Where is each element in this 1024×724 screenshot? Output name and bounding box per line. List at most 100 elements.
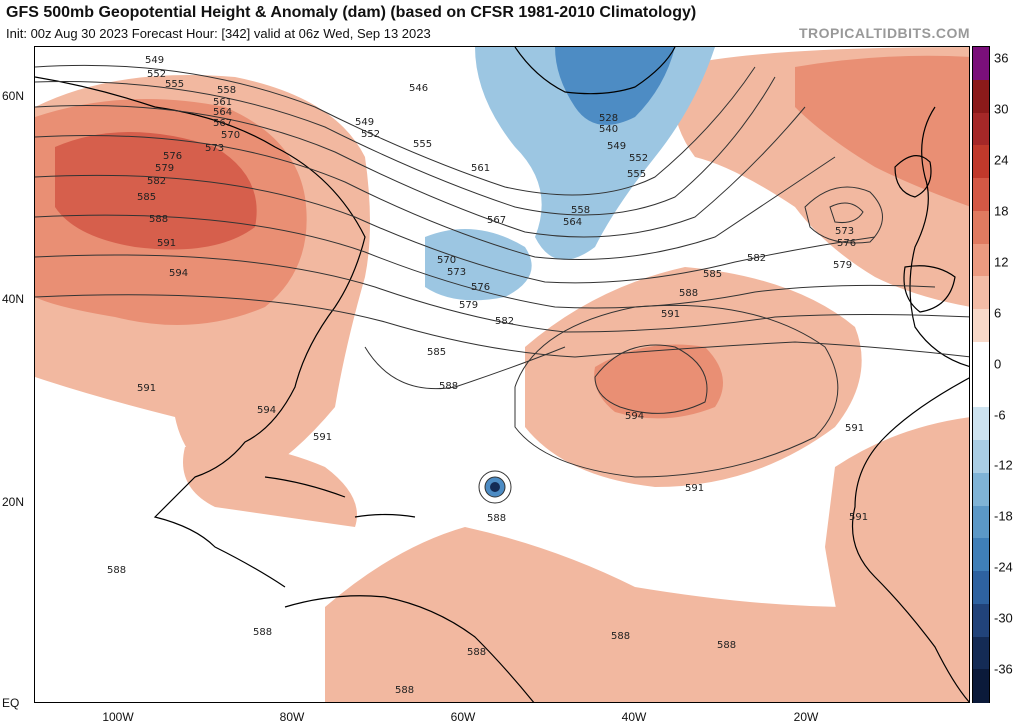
contour-label: 576	[471, 282, 490, 293]
warm-anomaly-strong-europe	[795, 55, 969, 207]
colorbar-segment	[973, 538, 989, 572]
coastlines	[35, 47, 969, 702]
colorbar-label: -24	[994, 559, 1013, 575]
map-subtitle: Init: 00z Aug 30 2023 Forecast Hour: [34…	[6, 26, 431, 41]
lat-label-60n: 60N	[2, 89, 25, 103]
contour-label: 591	[849, 512, 868, 523]
anomaly-colorbar	[972, 46, 990, 703]
map-panel: 549 552 555 558 561 564 567 570 573 576 …	[34, 46, 970, 703]
colorbar-segment	[973, 669, 989, 703]
contour-label: 579	[833, 260, 852, 271]
contour-label: 552	[629, 153, 648, 164]
tropical-cyclone	[478, 470, 512, 504]
lon-label-80w: 80W	[279, 710, 305, 724]
contour-label: 585	[703, 269, 722, 280]
contour-label: 561	[213, 97, 232, 108]
contour-label: 582	[495, 316, 514, 327]
colorbar-segment	[973, 472, 989, 506]
warm-anomaly-high-core	[594, 344, 723, 419]
colorbar-label: -6	[994, 407, 1006, 422]
lat-label-eq: EQ	[2, 696, 20, 710]
colorbar-segment	[973, 374, 989, 408]
anomaly-shading	[35, 47, 969, 702]
colorbar-segment	[973, 571, 989, 605]
contour-label: 588	[717, 640, 736, 651]
contour-label: 564	[213, 107, 232, 118]
colorbar-segment	[973, 309, 989, 343]
contour-label: 594	[257, 405, 276, 416]
contour-label: 594	[169, 268, 188, 279]
colorbar-segment	[973, 47, 989, 81]
colorbar-segment	[973, 178, 989, 212]
colorbar-label: -12	[994, 457, 1013, 473]
map-title: GFS 500mb Geopotential Height & Anomaly …	[6, 4, 697, 21]
contour-label: 570	[437, 255, 456, 266]
warm-anomaly-caribbean	[183, 444, 357, 527]
contour-label: 582	[147, 176, 166, 187]
colorbar-segment	[973, 440, 989, 474]
contour-label: 549	[145, 55, 164, 66]
contour-label: 588	[439, 381, 458, 392]
contour-label: 585	[427, 347, 446, 358]
colorbar-label: 6	[994, 305, 1002, 321]
contour-label: 588	[487, 513, 506, 524]
contour-label: 591	[661, 309, 680, 320]
cool-anomaly-greenland-core	[555, 47, 675, 125]
colorbar-label: 18	[994, 203, 1009, 219]
lat-label-40n: 40N	[2, 292, 25, 306]
warm-anomaly-south-america	[325, 527, 855, 702]
colorbar-segment	[973, 341, 989, 375]
lon-label-60w: 60W	[450, 710, 476, 724]
height-contours	[35, 64, 969, 478]
contour-label: 579	[155, 163, 174, 174]
contour-label: 579	[459, 300, 478, 311]
contour-label: 573	[447, 267, 466, 278]
contour-label: 594	[625, 411, 644, 422]
contour-label: 546	[409, 83, 428, 94]
cool-anomaly-greenland	[475, 47, 715, 260]
lon-label-40w: 40W	[621, 710, 647, 724]
lon-label-20w: 20W	[793, 710, 819, 724]
contour-label: 552	[147, 69, 166, 80]
colorbar-segment	[973, 407, 989, 441]
contour-label: 570	[221, 130, 240, 141]
contour-label: 558	[217, 85, 236, 96]
contour-label: 591	[685, 483, 704, 494]
contour-label: 555	[413, 139, 432, 150]
colorbar-label: -36	[994, 661, 1013, 677]
lat-label-20n: 20N	[2, 495, 25, 509]
contour-label: 576	[837, 238, 856, 249]
contour-label: 528	[599, 113, 618, 124]
lon-label-100w: 100W	[102, 710, 134, 724]
colorbar-segment	[973, 79, 989, 113]
contour-label: 573	[205, 143, 224, 154]
colorbar-label: 30	[994, 101, 1009, 117]
coast-europe	[909, 106, 969, 367]
contour-label: 591	[157, 238, 176, 249]
contour-label: 564	[563, 217, 582, 228]
contour-label: 558	[571, 205, 590, 216]
colorbar-segment	[973, 210, 989, 244]
contour-label: 549	[355, 117, 374, 128]
coast-iberia	[903, 265, 956, 313]
coast-africa	[851, 377, 969, 702]
warm-anomaly-africa	[825, 417, 969, 702]
contour-label: 591	[313, 432, 332, 443]
contour-label: 567	[213, 118, 232, 129]
contour-label: 588	[253, 627, 272, 638]
contour-label: 540	[599, 124, 618, 135]
contour-label: 573	[835, 226, 854, 237]
colorbar-segment	[973, 505, 989, 539]
map-canvas: 549 552 555 558 561 564 567 570 573 576 …	[35, 47, 969, 702]
coast-greenland	[514, 47, 676, 95]
colorbar-segment	[973, 276, 989, 310]
coast-south-america	[284, 595, 535, 702]
brand-watermark: TROPICALTIDBITS.COM	[798, 25, 970, 41]
contour-label: 555	[165, 79, 184, 90]
colorbar-label: 24	[994, 152, 1009, 168]
contour-label: 591	[845, 423, 864, 434]
coast-caribbean-islands	[264, 476, 416, 518]
colorbar-label: -30	[994, 610, 1013, 626]
colorbar-segment	[973, 145, 989, 179]
coast-british-isles	[894, 155, 932, 198]
